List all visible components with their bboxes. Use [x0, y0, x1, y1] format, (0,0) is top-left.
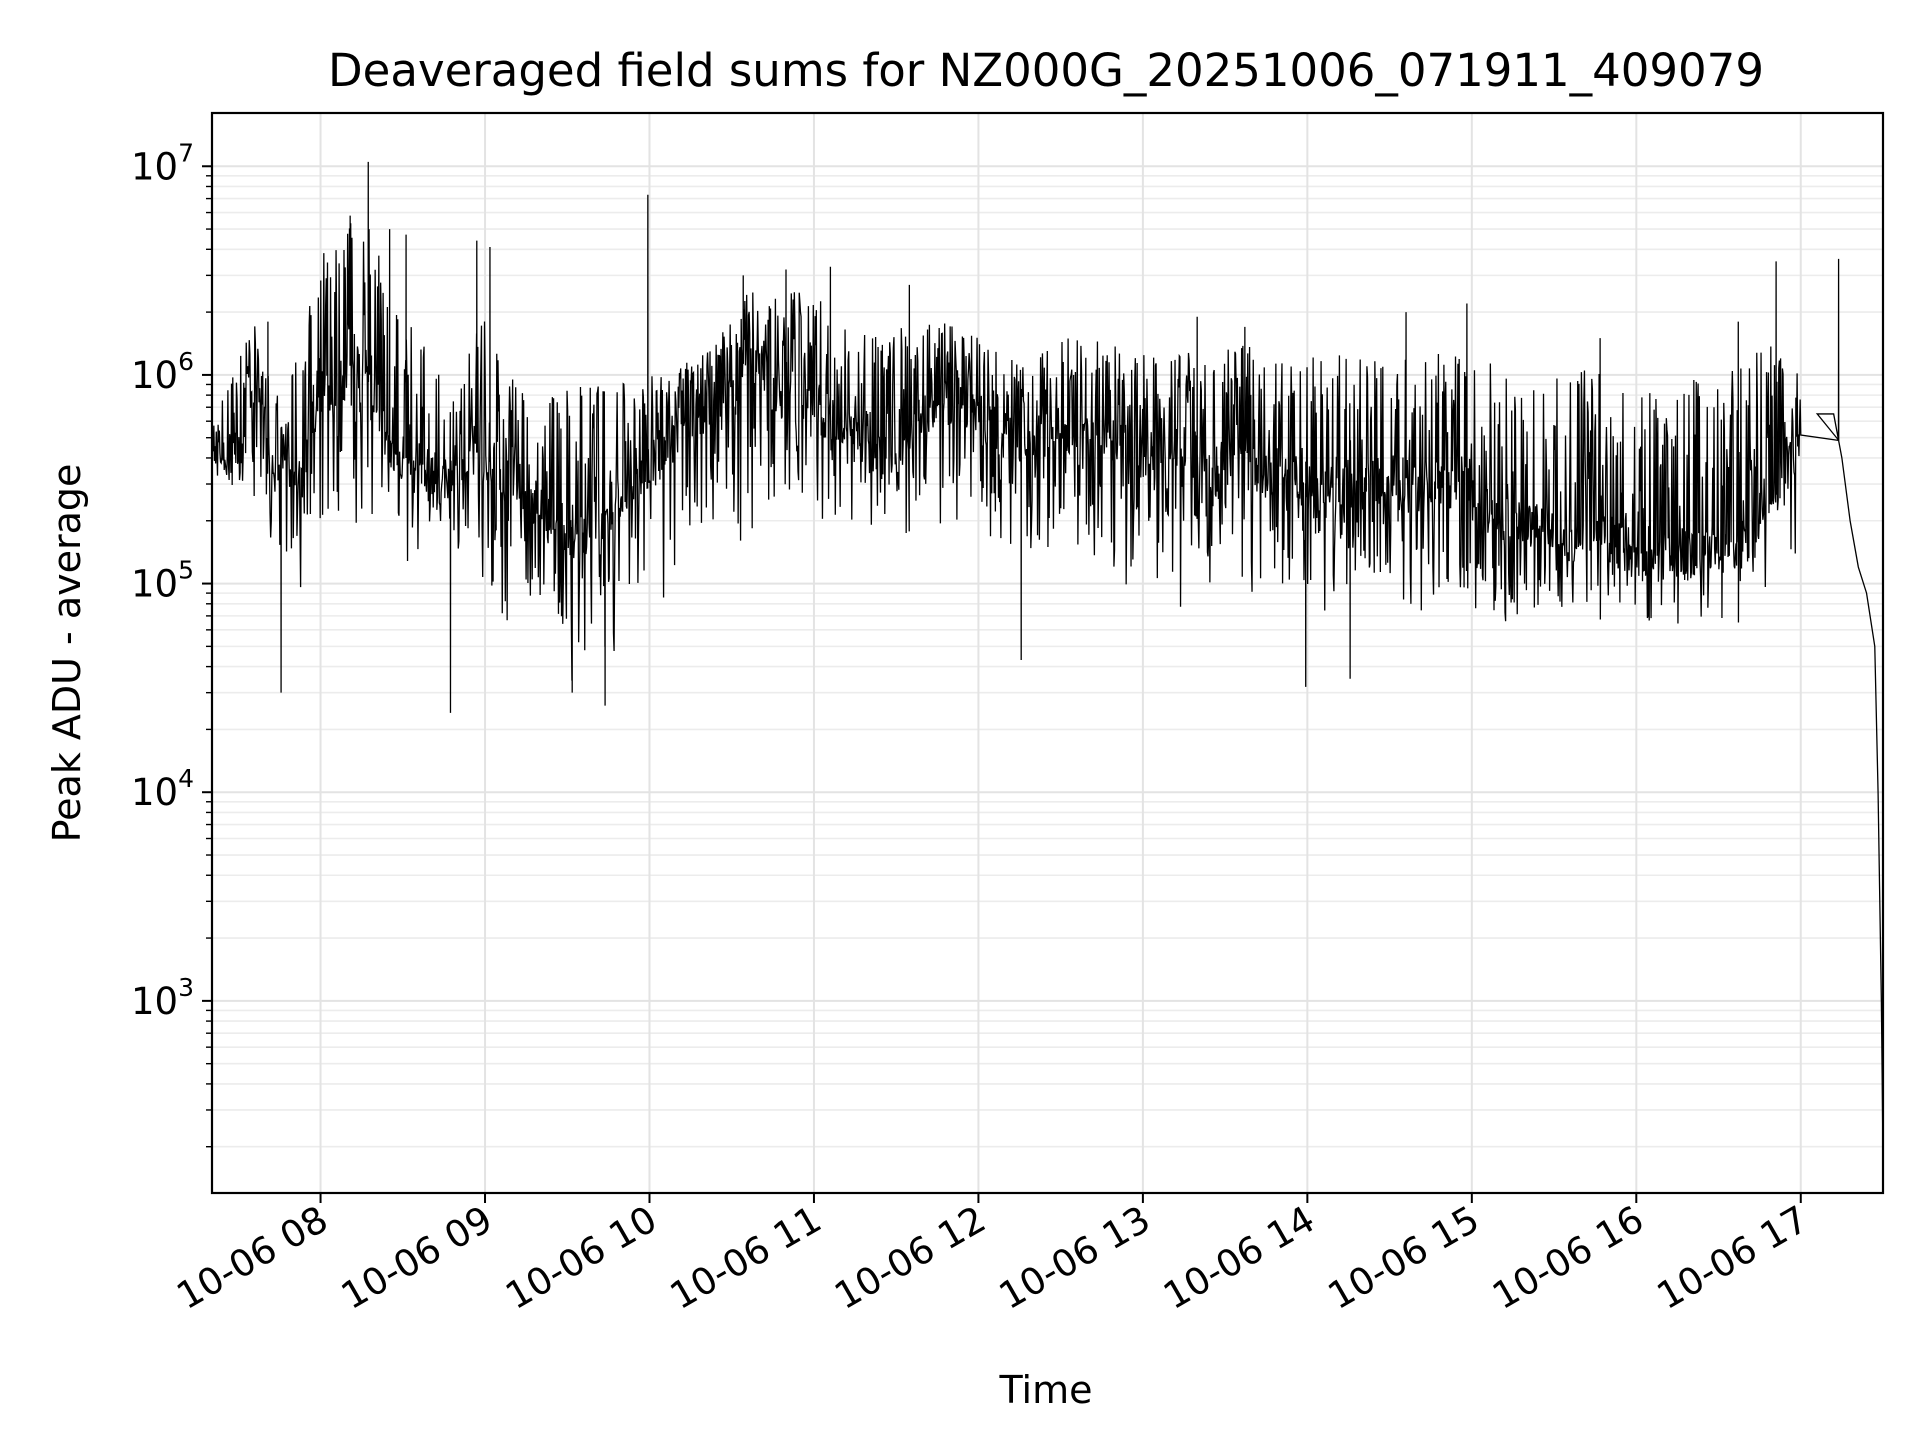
- series-layer: [211, 161, 1884, 1157]
- y-tick-base: 10: [131, 980, 178, 1023]
- y-tick-exponent: 3: [178, 973, 194, 1002]
- y-tick-label: 105: [131, 556, 194, 606]
- grid-layer: [212, 113, 1883, 1193]
- y-tick-label: 104: [131, 764, 194, 814]
- y-tick-exponent: 5: [178, 556, 194, 585]
- x-axis-label: Time: [999, 1368, 1093, 1412]
- y-tick-base: 10: [131, 354, 178, 397]
- y-axis-label: Peak ADU - average: [45, 464, 89, 843]
- y-tick-label: 103: [131, 973, 194, 1023]
- y-tick-exponent: 6: [178, 347, 194, 376]
- chart-title: Deaveraged field sums for NZ000G_2025100…: [328, 44, 1764, 97]
- y-tick-base: 10: [131, 771, 178, 814]
- y-tick-exponent: 7: [178, 138, 194, 167]
- y-tick-label: 107: [131, 138, 194, 188]
- y-tick-exponent: 4: [178, 764, 194, 793]
- plot-frame: [210, 111, 1885, 1195]
- series-line: [211, 161, 1884, 1157]
- y-tick-base: 10: [131, 145, 178, 188]
- y-tick-base: 10: [131, 563, 178, 606]
- y-tick-label: 106: [131, 347, 194, 397]
